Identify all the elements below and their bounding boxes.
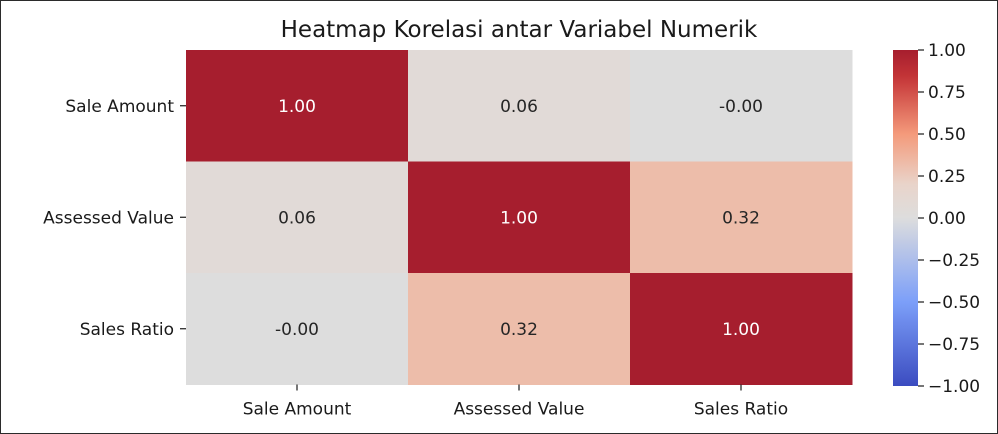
heatmap-cell-r2-c1: [408, 273, 631, 385]
colorbar-tick-label-4: 0.00: [928, 209, 966, 229]
colorbar-gradient: [893, 50, 918, 386]
cell-label-r0-c0: 1.00: [278, 97, 316, 117]
heatmap-cell-r1-c2: [630, 161, 853, 274]
y-tick-label-1: Assessed Value: [43, 208, 174, 228]
x-tick-label-0: Sale Amount: [243, 400, 352, 420]
cell-label-r1-c1: 1.00: [500, 208, 538, 228]
cell-label-r2-c1: 0.32: [500, 320, 538, 340]
y-tick-label-0: Sale Amount: [65, 97, 174, 117]
cell-label-r0-c2: -0.00: [719, 97, 763, 117]
colorbar-tick-label-1: 0.75: [928, 83, 966, 103]
heatmap-cell-r1-c0: [186, 161, 409, 274]
x-tick-label-2: Sales Ratio: [694, 400, 788, 420]
colorbar-tick-label-2: 0.50: [928, 125, 966, 145]
y-axis: Sale Amount Assessed Value Sales Ratio: [43, 97, 186, 340]
cell-label-r2-c0: -0.00: [275, 320, 319, 340]
x-axis: Sale Amount Assessed Value Sales Ratio: [243, 384, 788, 420]
x-tick-label-1: Assessed Value: [454, 400, 585, 420]
heatmap-cell-r0-c2: [630, 50, 853, 162]
colorbar-tick-label-8: −1.00: [928, 377, 980, 397]
heatmap-cells: [186, 50, 853, 385]
colorbar-tick-label-6: −0.50: [928, 293, 980, 313]
heatmap-cell-r0-c1: [408, 50, 631, 162]
heatmap-cell-r0-c0: [186, 50, 409, 162]
heatmap-cell-r1-c1: [408, 161, 631, 274]
colorbar-tick-label-5: −0.25: [928, 251, 980, 271]
cell-label-r0-c1: 0.06: [500, 97, 538, 117]
colorbar-tick-label-0: 1.00: [928, 41, 966, 61]
heatmap-cell-r2-c2: [630, 273, 853, 385]
colorbar-tick-label-7: −0.75: [928, 335, 980, 355]
colorbar-tick-label-3: 0.25: [928, 167, 966, 187]
heatmap-cell-labels: 1.00 0.06 -0.00 0.06 1.00 0.32 -0.00 0.32 1.00: [275, 97, 763, 340]
cell-label-r1-c0: 0.06: [278, 208, 316, 228]
heatmap-cell-r2-c0: [186, 273, 409, 385]
cell-label-r1-c2: 0.32: [722, 208, 760, 228]
colorbar: 1.00 0.75 0.50 0.25 0.00 −0.25 −0.50 −0.75 −1.00: [893, 41, 980, 397]
cell-label-r2-c2: 1.00: [722, 320, 760, 340]
y-tick-label-2: Sales Ratio: [80, 320, 174, 340]
chart-title: Heatmap Korelasi antar Variabel Numerik: [281, 17, 758, 43]
